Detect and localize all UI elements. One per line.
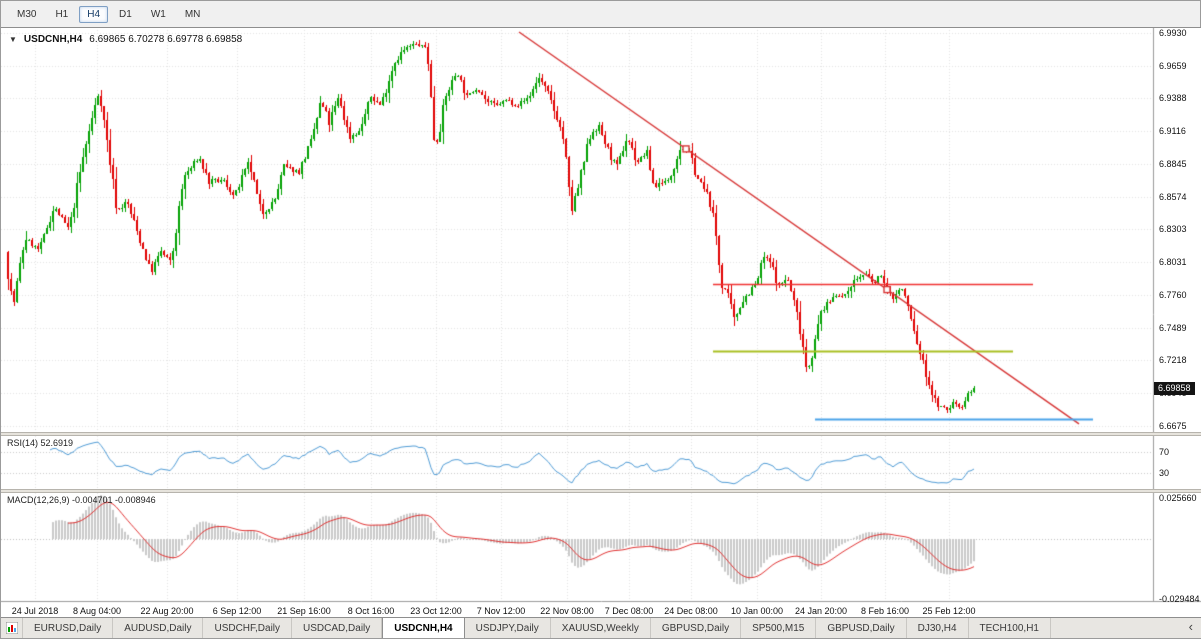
time-axis-label: 22 Nov 08:00	[540, 606, 594, 616]
chart-area: ▼ USDCNH,H4 6.69865 6.70278 6.69778 6.69…	[1, 27, 1201, 620]
symbol-tabs-group: EURUSD,Daily AUDUSD,Daily USDCHF,Daily USDC…	[23, 617, 1051, 638]
time-axis-label: 22 Aug 20:00	[140, 606, 194, 616]
price-axis: 6.9930 6.9659 6.9388 6.9116 6.8845 6.8574 6.83…	[1157, 28, 1201, 604]
timeframe-button-w1[interactable]: W1	[150, 8, 166, 20]
time-axis-label: 23 Oct 12:00	[410, 606, 462, 616]
macd-scale-label: -0.029484	[1159, 594, 1200, 604]
timeframe-button-d1[interactable]: D1	[119, 8, 132, 20]
price-axis-label: 6.8303	[1159, 224, 1187, 234]
tab-usdcnh-h4[interactable]: USDCNH,H4	[382, 617, 465, 638]
timeframe-button-mn[interactable]: MN	[184, 8, 201, 20]
tab-xauusd-weekly[interactable]: XAUUSD,Weekly	[551, 618, 651, 638]
tab-usdjpy-daily[interactable]: USDJPY,Daily	[465, 618, 551, 638]
symbol-title: USDCNH,H4	[23, 34, 83, 45]
price-axis-label: 6.9388	[1159, 93, 1187, 103]
price-axis-label: 6.7218	[1159, 355, 1187, 365]
time-axis-label: 10 Jan 00:00	[730, 606, 784, 616]
tab-gbpusd-daily[interactable]: GBPUSD,Daily	[651, 618, 742, 638]
tab-eurusd-daily[interactable]: EURUSD,Daily	[23, 618, 114, 638]
price-axis-label: 6.8031	[1159, 257, 1187, 267]
time-axis-label: 7 Dec 08:00	[604, 606, 654, 616]
panel-separator-rsi[interactable]	[1, 432, 1201, 436]
timeframe-button-h4[interactable]: H4	[79, 5, 109, 23]
ohlc-values: 6.69865 6.70278 6.69778 6.69858	[89, 34, 243, 45]
tab-usdchf-daily[interactable]: USDCHF,Daily	[203, 618, 293, 638]
collapse-arrow-icon[interactable]: ▼	[9, 34, 17, 44]
timeframe-buttons-group: M30 H1 H4 D1 W1 MN	[9, 5, 208, 23]
current-price-badge: 6.69858	[1154, 382, 1195, 396]
tab-usdcad-daily[interactable]: USDCAD,Daily	[292, 618, 383, 638]
tab-audusd-daily[interactable]: AUDUSD,Daily	[113, 618, 204, 638]
time-axis-label: 8 Oct 16:00	[347, 606, 395, 616]
tab-sp500-m15[interactable]: SP500,M15	[741, 618, 817, 638]
rsi-level-label: 70	[1159, 447, 1170, 457]
macd-scale-label: 0.025660	[1159, 493, 1197, 503]
price-axis-label: 6.7489	[1159, 323, 1187, 333]
timeframe-toolbar: M30 H1 H4 D1 W1 MN	[1, 1, 1200, 27]
rsi-level-label: 30	[1159, 468, 1170, 478]
price-axis-label: 6.9930	[1159, 28, 1187, 38]
time-axis-label: 8 Aug 04:00	[72, 606, 122, 616]
price-axis-label: 6.6675	[1159, 421, 1187, 431]
macd-label: MACD(12,26,9) -0.004701 -0.008946	[7, 495, 156, 505]
tab-dj30-h4[interactable]: DJ30,H4	[907, 618, 969, 638]
price-axis-label: 6.7760	[1159, 290, 1187, 300]
timeframe-button-h1[interactable]: H1	[55, 8, 69, 20]
chart-tab-bar: EURUSD,Daily AUDUSD,Daily USDCHF,Daily USDC…	[1, 617, 1201, 638]
rsi-label: RSI(14) 52.6919	[7, 438, 74, 448]
time-axis-label: 24 Dec 08:00	[664, 606, 718, 616]
price-axis-label: 6.8845	[1159, 159, 1187, 169]
time-axis-label: 8 Feb 16:00	[860, 606, 910, 616]
price-axis-label: 6.9116	[1159, 126, 1186, 136]
price-axis-label: 6.8574	[1159, 192, 1187, 202]
tab-gbpusd-daily[interactable]: GBPUSD,Daily	[816, 618, 907, 638]
time-axis-label: 7 Nov 12:00	[476, 606, 526, 616]
time-axis-label: 24 Jul 2018	[11, 606, 59, 616]
tab-tech100-h1[interactable]: TECH100,H1	[969, 618, 1051, 638]
time-axis: 24 Jul 2018 8 Aug 04:00 22 Aug 20:00 6 Sep …	[1, 604, 1153, 620]
panel-separator-macd[interactable]	[1, 489, 1201, 493]
chart-list-icon[interactable]	[1, 618, 23, 638]
timeframe-button-m30[interactable]: M30	[17, 8, 37, 20]
time-axis-label: 25 Feb 12:00	[922, 606, 976, 616]
chart-title: ▼ USDCNH,H4 6.69865 6.70278 6.69778 6.69…	[9, 34, 242, 45]
time-axis-label: 24 Jan 20:00	[794, 606, 848, 616]
price-axis-label: 6.9659	[1159, 61, 1187, 71]
mini-chart-icon	[5, 622, 18, 634]
time-axis-label: 21 Sep 16:00	[277, 606, 331, 616]
tab-scroll-left-icon[interactable]: ‹	[1188, 619, 1193, 634]
time-axis-label: 6 Sep 12:00	[212, 606, 262, 616]
price-chart-canvas[interactable]	[1, 28, 1201, 620]
